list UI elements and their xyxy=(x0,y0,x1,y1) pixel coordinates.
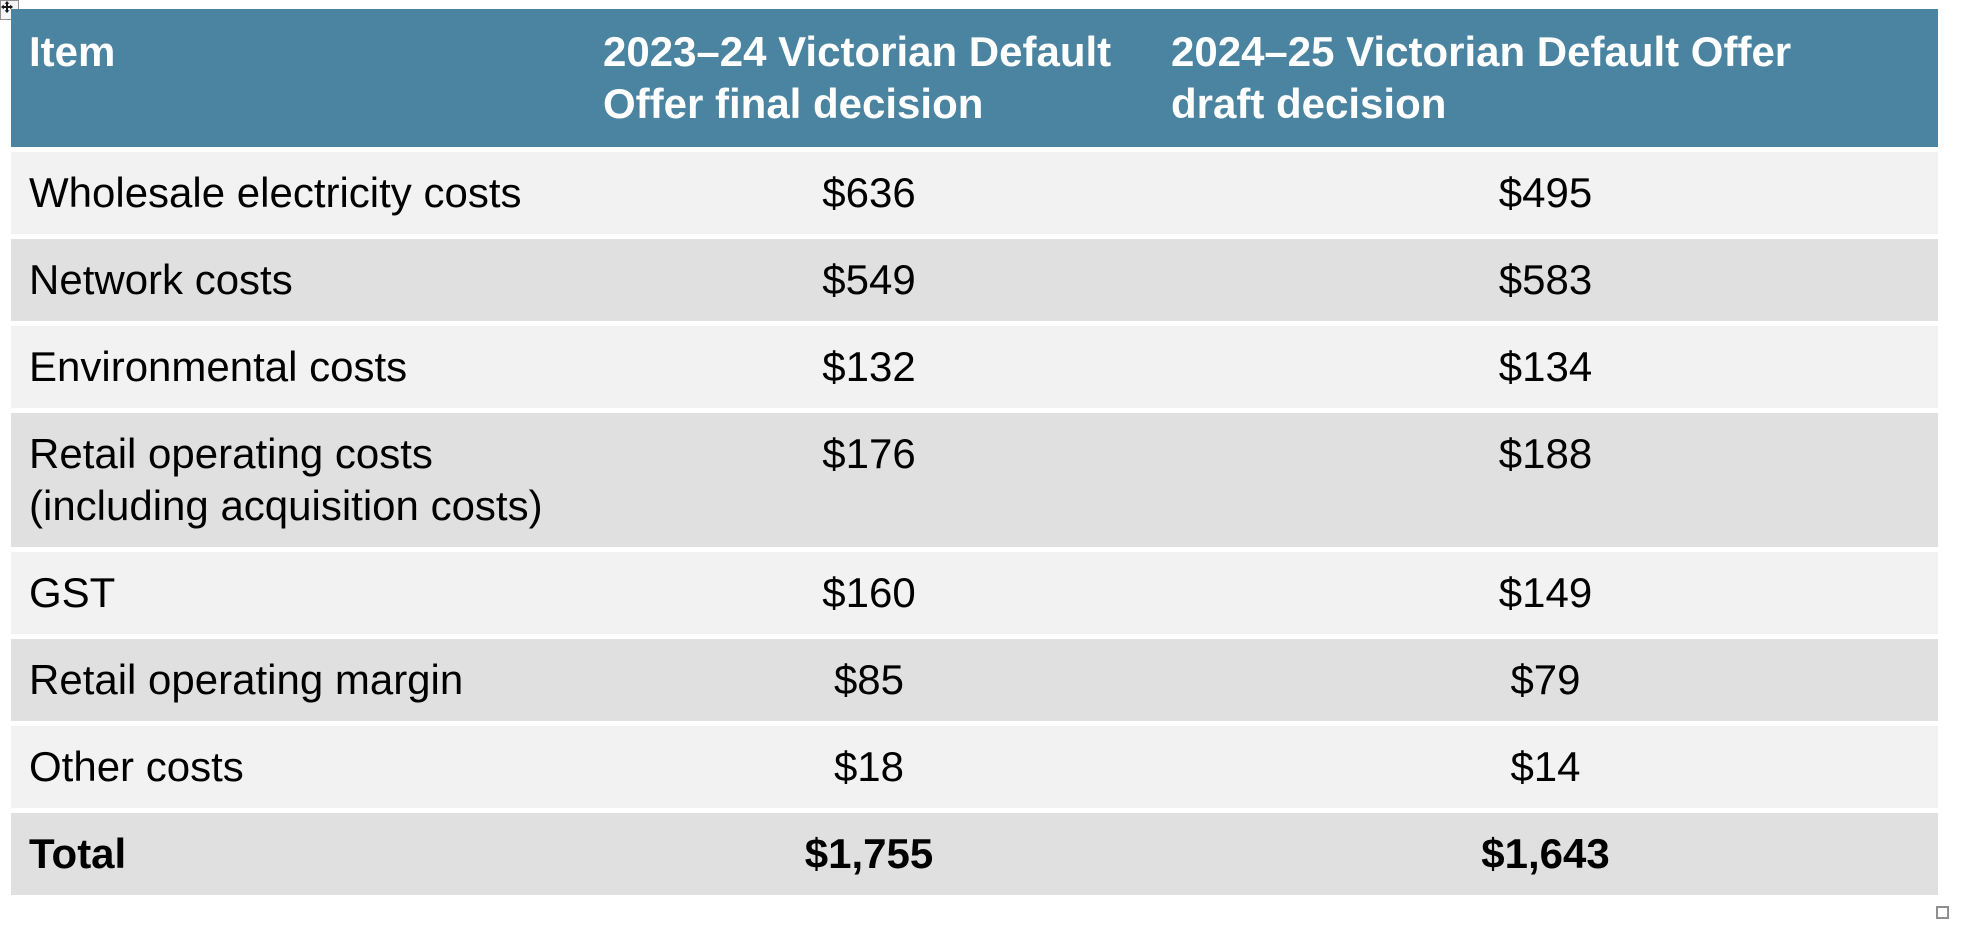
cell-final: $160 xyxy=(585,552,1153,634)
table-resize-handle[interactable] xyxy=(1936,906,1949,919)
header-row: Item 2023–24 Victorian Default Offer fin… xyxy=(11,9,1938,147)
row-label: Other costs xyxy=(11,726,585,808)
vdo-cost-comparison-table: Item 2023–24 Victorian Default Offer fin… xyxy=(11,4,1938,900)
row-label: Network costs xyxy=(11,239,585,321)
row-label: Retail operating margin xyxy=(11,639,585,721)
cell-final: $636 xyxy=(585,152,1153,234)
cell-draft: $583 xyxy=(1153,239,1938,321)
row-label: Retail operating costs (including acquis… xyxy=(11,413,585,547)
table-row-network-costs: Network costs $549 $583 xyxy=(11,239,1938,321)
row-label: Total xyxy=(11,813,585,895)
table-row-environmental-costs: Environmental costs $132 $134 xyxy=(11,326,1938,408)
table-row-gst: GST $160 $149 xyxy=(11,552,1938,634)
cell-final: $85 xyxy=(585,639,1153,721)
table-row-retail-operating-costs: Retail operating costs (including acquis… xyxy=(11,413,1938,547)
cell-final: $18 xyxy=(585,726,1153,808)
cell-draft: $14 xyxy=(1153,726,1938,808)
table-row-other-costs: Other costs $18 $14 xyxy=(11,726,1938,808)
column-header-draft-decision: 2024–25 Victorian Default Offer draft de… xyxy=(1153,9,1938,147)
table-row-retail-operating-margin: Retail operating margin $85 $79 xyxy=(11,639,1938,721)
row-label: GST xyxy=(11,552,585,634)
cell-draft: $1,643 xyxy=(1153,813,1938,895)
cell-final: $549 xyxy=(585,239,1153,321)
row-label: Environmental costs xyxy=(11,326,585,408)
cell-draft: $188 xyxy=(1153,413,1938,547)
cell-draft: $149 xyxy=(1153,552,1938,634)
table-row-wholesale-electricity-costs: Wholesale electricity costs $636 $495 xyxy=(11,152,1938,234)
row-label: Wholesale electricity costs xyxy=(11,152,585,234)
cell-final: $132 xyxy=(585,326,1153,408)
cell-final: $176 xyxy=(585,413,1153,547)
cell-draft: $79 xyxy=(1153,639,1938,721)
cell-draft: $134 xyxy=(1153,326,1938,408)
table-row-total: Total $1,755 $1,643 xyxy=(11,813,1938,895)
column-header-item: Item xyxy=(11,9,585,147)
cell-final: $1,755 xyxy=(585,813,1153,895)
column-header-final-decision: 2023–24 Victorian Default Offer final de… xyxy=(585,9,1153,147)
cell-draft: $495 xyxy=(1153,152,1938,234)
